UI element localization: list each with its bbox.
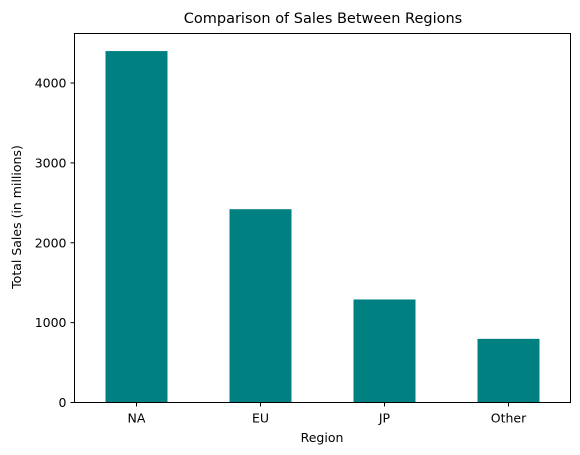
y-tick-label: 1000 — [35, 315, 67, 330]
y-tick-label: 2000 — [35, 235, 67, 250]
bar-other — [477, 338, 540, 403]
x-tick-label: NA — [128, 411, 146, 426]
plot-frame — [74, 33, 571, 403]
x-axis-ticks: NA EU JP Other — [128, 402, 527, 426]
y-tick-label: 3000 — [35, 155, 67, 170]
bar-eu — [229, 209, 292, 403]
chart-title: Comparison of Sales Between Regions — [184, 11, 462, 27]
y-axis-label: Total Sales (in millions) — [9, 145, 24, 290]
x-tick-label: JP — [378, 411, 391, 426]
x-tick-label: EU — [252, 411, 269, 426]
bar-na — [105, 51, 168, 403]
bars-group — [105, 51, 540, 403]
x-axis-label: Region — [301, 430, 344, 445]
y-tick-label: 0 — [59, 395, 67, 410]
y-tick-label: 4000 — [35, 76, 67, 91]
y-axis-ticks: 0 1000 2000 3000 4000 — [35, 76, 75, 410]
bar-jp — [353, 299, 416, 403]
x-tick-label: Other — [491, 411, 527, 426]
